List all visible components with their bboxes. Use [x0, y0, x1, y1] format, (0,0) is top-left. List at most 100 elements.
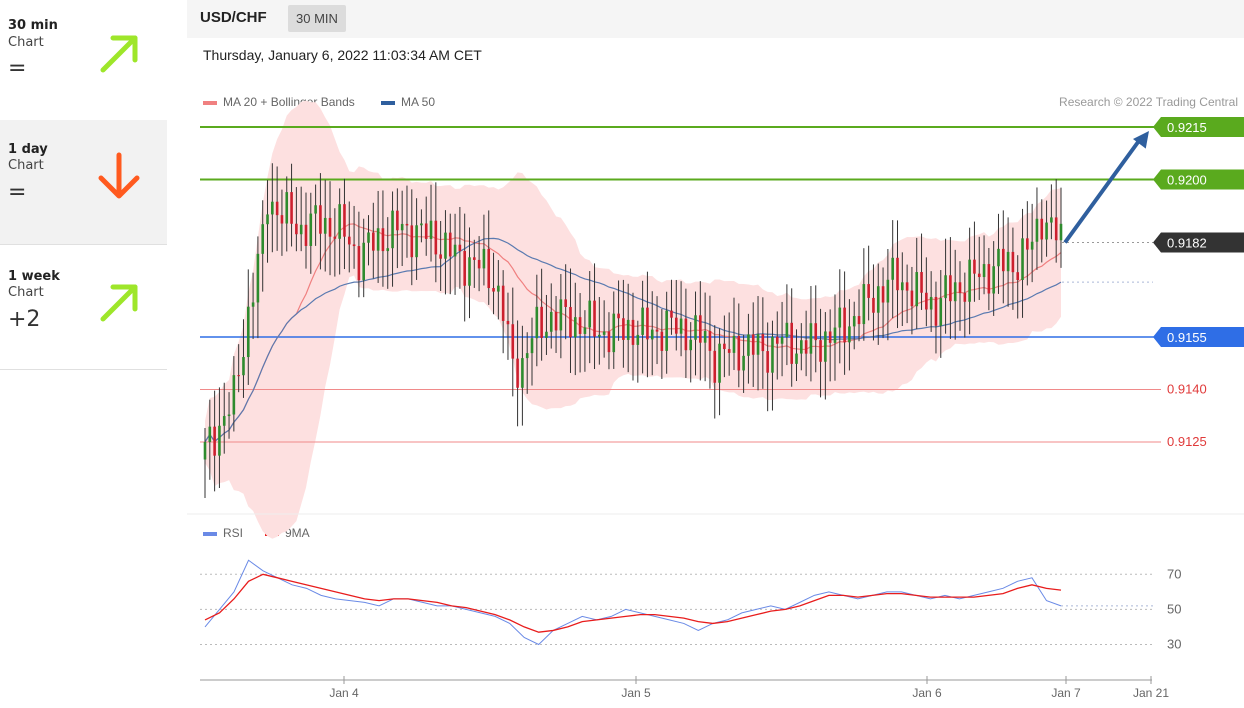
- chart-panel: USD/CHF 30 MIN Thursday, January 6, 2022…: [187, 0, 1244, 708]
- timeframe-badge[interactable]: 30 MIN: [288, 5, 346, 32]
- candle-body: [804, 340, 808, 354]
- candle-body: [824, 331, 827, 362]
- candle-body: [343, 204, 346, 237]
- candle-body: [1035, 218, 1039, 242]
- candle-body: [800, 340, 803, 354]
- sidebar: 30 min Chart = 1 day Chart = 1 week Char…: [0, 0, 167, 708]
- currency-pair: USD/CHF: [200, 9, 267, 26]
- candle-body: [266, 214, 269, 225]
- target-arrow-head: [1132, 131, 1149, 149]
- candle-body: [867, 284, 870, 298]
- candle-body: [925, 292, 928, 310]
- candle-body: [1040, 218, 1044, 240]
- candle-body: [973, 259, 976, 274]
- candle-body: [674, 317, 678, 334]
- candle-body: [588, 300, 592, 328]
- rsi-tick-label: 30: [1167, 636, 1181, 651]
- candle-body: [905, 282, 909, 291]
- candle-body: [934, 296, 938, 326]
- candle-body: [756, 334, 760, 355]
- candle-body: [631, 319, 635, 345]
- candle-body: [953, 282, 957, 302]
- candle-body: [521, 358, 524, 388]
- card-title: 1 day: [8, 142, 48, 157]
- candle-body: [977, 273, 981, 278]
- candle-body: [771, 336, 774, 373]
- candle-body: [357, 246, 361, 281]
- candle-body: [670, 310, 673, 318]
- candle-body: [626, 319, 630, 340]
- candle-body: [285, 192, 289, 224]
- candle-body: [910, 290, 914, 307]
- candle-body: [737, 335, 741, 371]
- candle-body: [790, 322, 793, 364]
- candle-body: [862, 284, 866, 325]
- x-tick-label: Jan 21: [1133, 686, 1169, 700]
- x-tick-label: Jan 5: [621, 686, 651, 700]
- candle-body: [694, 315, 697, 340]
- candle-body: [208, 426, 212, 442]
- candle-body: [424, 223, 428, 239]
- candle-body: [593, 300, 596, 337]
- candle-body: [511, 324, 515, 359]
- card-subtitle: Chart: [8, 35, 44, 50]
- candle-body: [400, 223, 404, 231]
- candle-body: [857, 316, 861, 325]
- candle-body: [319, 205, 322, 234]
- candle-body: [227, 414, 231, 417]
- level-label: 0.9125: [1167, 434, 1207, 449]
- candle-body: [679, 318, 683, 334]
- candle-body: [501, 285, 505, 321]
- candle-body: [487, 248, 491, 289]
- candle-body: [958, 282, 962, 293]
- target-arrow-shaft: [1063, 136, 1143, 244]
- candle-body: [650, 329, 654, 340]
- candle-body: [415, 225, 418, 258]
- legend-ma50: MA 50: [381, 95, 435, 109]
- candle-body: [453, 244, 457, 257]
- sidebar-card-30min[interactable]: 30 min Chart =: [0, 0, 167, 125]
- level-tag: [1153, 327, 1244, 347]
- candle-body: [309, 213, 313, 246]
- candle-body: [607, 331, 611, 353]
- candle-body: [314, 205, 317, 214]
- candle-body: [852, 316, 856, 327]
- candle-body: [251, 302, 255, 307]
- candle-body: [237, 375, 240, 377]
- legend-ma20: MA 20 + Bollinger Bands: [203, 95, 355, 109]
- candle-body: [256, 253, 260, 303]
- chart-datetime: Thursday, January 6, 2022 11:03:34 AM CE…: [203, 47, 482, 63]
- sidebar-card-1week[interactable]: 1 week Chart +2: [0, 245, 167, 370]
- sidebar-card-1day[interactable]: 1 day Chart =: [0, 120, 167, 245]
- card-title: 1 week: [8, 269, 60, 284]
- candle-body: [968, 259, 971, 302]
- candle-body: [1045, 222, 1048, 240]
- copyright-credit: Research © 2022 Trading Central: [1059, 95, 1238, 109]
- candle-body: [742, 355, 745, 371]
- candle-body: [655, 329, 659, 332]
- rsi-series-rsi-line: [204, 559, 1062, 646]
- candle-body: [232, 375, 236, 415]
- candle-body: [665, 310, 668, 351]
- candle-body: [376, 228, 380, 251]
- level-label: 0.9215: [1167, 120, 1207, 135]
- level-label: 0.9155: [1167, 330, 1207, 345]
- candle-body: [775, 336, 779, 344]
- candle-body: [559, 299, 563, 331]
- card-score: =: [8, 180, 27, 205]
- candle-body: [506, 320, 510, 325]
- chart-header: USD/CHF 30 MIN: [187, 0, 1244, 38]
- candle-body: [785, 322, 789, 338]
- candle-body: [525, 353, 529, 359]
- price-chart[interactable]: 0.9215 0.9200 0.9182 0.9155 0.9140 0.9125 70 50…: [187, 0, 1244, 708]
- candle-body: [290, 192, 293, 224]
- candle-body: [271, 201, 274, 215]
- candle-body: [362, 242, 365, 281]
- candle-body: [747, 334, 750, 356]
- candle-body: [1016, 272, 1020, 281]
- candle-body: [1054, 217, 1058, 241]
- candle-body: [280, 215, 284, 224]
- candle-body: [516, 358, 519, 388]
- card-score: +2: [8, 307, 41, 332]
- candle-body: [299, 224, 303, 235]
